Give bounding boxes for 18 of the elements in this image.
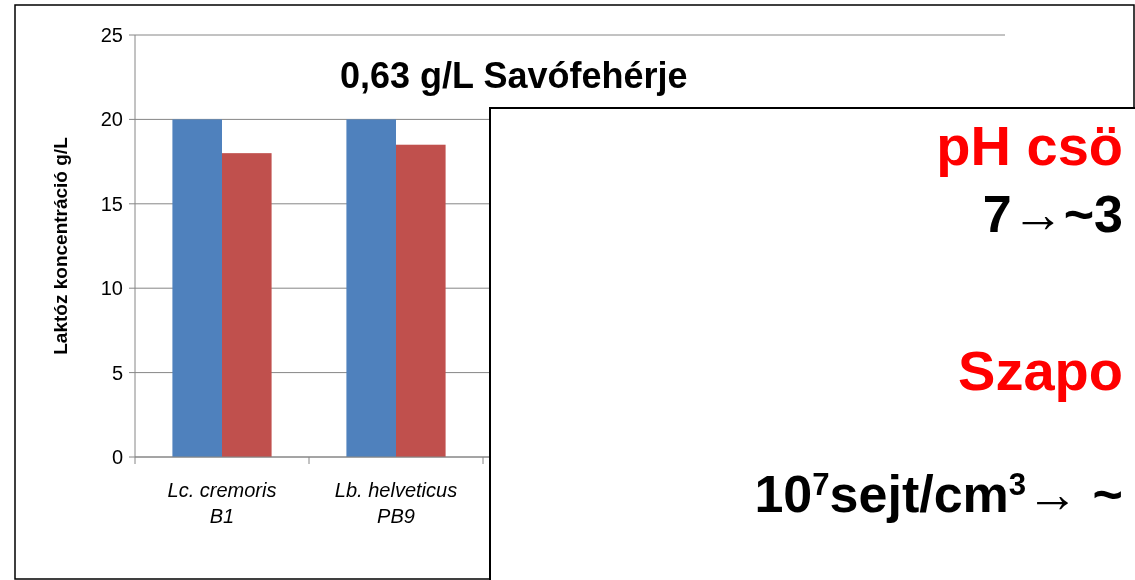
annotation: Szapo bbox=[958, 339, 1123, 402]
annotation: pH csö bbox=[936, 114, 1123, 177]
text: 10$^{7}$sejt/cm$^{3}$→ ~ bbox=[754, 465, 1123, 523]
y-tick-label: 0 bbox=[111, 446, 123, 468]
x-tick-label: Lc. cremoris B1 bbox=[167, 479, 277, 527]
annotation: 7→~3 bbox=[982, 185, 1123, 243]
x-tick-label: Lb. helveticus PB9 bbox=[334, 479, 458, 527]
y-tick-label: 15 bbox=[100, 192, 123, 215]
y-tick-label: 20 bbox=[100, 108, 123, 131]
y-tick-label: 5 bbox=[111, 361, 123, 384]
bar bbox=[396, 144, 446, 457]
text: 0,63 g/L Savófehérje bbox=[340, 55, 688, 96]
bar bbox=[172, 119, 222, 457]
bar bbox=[222, 153, 272, 457]
y-axis-title: Laktóz koncentráció g/L bbox=[50, 136, 71, 355]
y-tick-label: 25 bbox=[100, 24, 123, 46]
bar bbox=[346, 119, 396, 457]
y-tick-label: 10 bbox=[100, 277, 123, 300]
